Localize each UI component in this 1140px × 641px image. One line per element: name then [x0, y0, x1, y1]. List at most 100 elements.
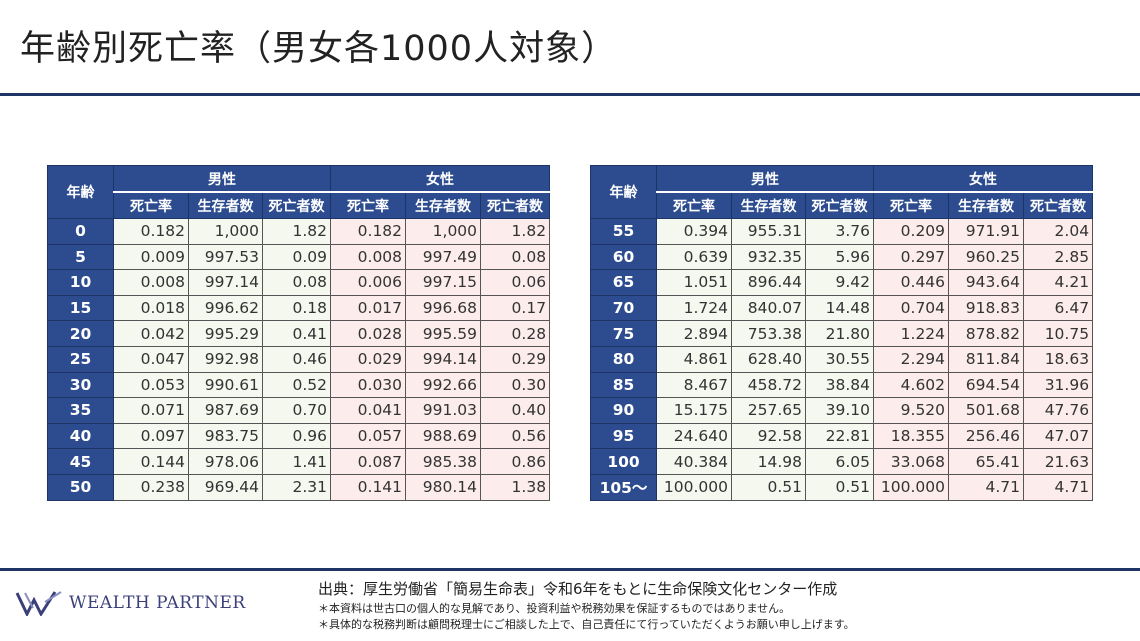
- female-cell: 0.141: [330, 473, 407, 501]
- header-male: 男性: [112, 165, 332, 193]
- male-cell: 5.96: [804, 243, 875, 271]
- table-row: 55 0.394 955.31 3.76 0.209 971.91 2.04: [590, 218, 1094, 245]
- male-cell: 0.009: [113, 243, 189, 271]
- female-cell: 0.087: [330, 448, 407, 475]
- source-citation: 出典：厚生労働省「簡易生命表」令和6年をもとに生命保険文化センター作成: [318, 580, 838, 598]
- logo-text: WEALTH PARTNER: [69, 593, 246, 613]
- wealth-partner-logo: WEALTH PARTNER: [15, 590, 246, 616]
- male-cell: 0.639: [656, 243, 732, 271]
- table-row: 105～ 100.000 0.51 0.51 100.000 4.71 4.71: [590, 473, 1094, 501]
- table-row: 0 0.182 1,000 1.82 0.182 1,000 1.82: [47, 218, 551, 245]
- table-row: 10 0.008 997.14 0.08 0.006 997.15 0.06: [47, 269, 551, 296]
- male-cell: 1.41: [261, 448, 332, 475]
- male-cell: 0.182: [113, 218, 189, 245]
- male-cell: 2.894: [656, 320, 732, 347]
- male-cell: 0.96: [261, 422, 332, 450]
- table-row: 85 8.467 458.72 38.84 4.602 694.54 31.96: [590, 371, 1094, 399]
- header-age: 年齢: [47, 165, 114, 219]
- female-cell: 0.08: [480, 243, 551, 271]
- column-header: 死亡率: [113, 191, 189, 219]
- table-row: 65 1.051 896.44 9.42 0.446 943.64 4.21: [590, 269, 1094, 296]
- male-cell: 628.40: [731, 345, 806, 373]
- female-cell: 0.40: [480, 397, 551, 424]
- female-cell: 0.17: [480, 294, 551, 322]
- female-cell: 995.59: [405, 320, 482, 347]
- male-cell: 983.75: [188, 422, 263, 450]
- male-cell: 458.72: [731, 371, 806, 399]
- footer-divider: [0, 568, 1140, 571]
- column-header: 死亡者数: [804, 191, 875, 219]
- age-cell: 30: [47, 371, 114, 399]
- male-cell: 0.51: [731, 473, 806, 501]
- female-cell: 33.068: [873, 448, 950, 475]
- mortality-table-ages-55-105: 年齢 男性 女性 死亡率 生存者数 死亡者数 死亡率 生存者数 死亡者数 55 0.394 955.3…: [590, 165, 1094, 501]
- female-cell: 0.704: [873, 294, 950, 322]
- male-cell: 996.62: [188, 294, 263, 322]
- male-cell: 987.69: [188, 397, 263, 424]
- female-cell: 0.446: [873, 269, 950, 296]
- column-header: 死亡者数: [1023, 191, 1094, 219]
- male-cell: 0.18: [261, 294, 332, 322]
- age-cell: 105～: [590, 473, 657, 501]
- female-cell: 2.294: [873, 345, 950, 373]
- female-cell: 4.71: [948, 473, 1025, 501]
- male-cell: 14.98: [731, 448, 806, 475]
- female-cell: 0.06: [480, 269, 551, 296]
- female-cell: 100.000: [873, 473, 950, 501]
- male-cell: 9.42: [804, 269, 875, 296]
- male-cell: 0.51: [804, 473, 875, 501]
- female-cell: 1,000: [405, 218, 482, 245]
- table-row: 70 1.724 840.07 14.48 0.704 918.83 6.47: [590, 294, 1094, 322]
- column-header: 死亡率: [656, 191, 732, 219]
- column-header: 生存者数: [731, 191, 806, 219]
- table-row: 60 0.639 932.35 5.96 0.297 960.25 2.85: [590, 243, 1094, 271]
- female-cell: 21.63: [1023, 448, 1094, 475]
- male-cell: 0.042: [113, 320, 189, 347]
- male-cell: 0.144: [113, 448, 189, 475]
- mortality-table-ages-0-50: 年齢 男性 女性 死亡率 生存者数 死亡者数 死亡率 生存者数 死亡者数 0 0.182 1,000 1…: [47, 165, 551, 501]
- table-row: 95 24.640 92.58 22.81 18.355 256.46 47.07: [590, 422, 1094, 450]
- female-cell: 47.76: [1023, 397, 1094, 424]
- male-cell: 21.80: [804, 320, 875, 347]
- female-cell: 18.63: [1023, 345, 1094, 373]
- male-cell: 995.29: [188, 320, 263, 347]
- male-cell: 0.008: [113, 269, 189, 296]
- table-row: 25 0.047 992.98 0.46 0.029 994.14 0.29: [47, 345, 551, 373]
- male-cell: 3.76: [804, 218, 875, 245]
- table-row: 15 0.018 996.62 0.18 0.017 996.68 0.17: [47, 294, 551, 322]
- male-cell: 30.55: [804, 345, 875, 373]
- female-cell: 811.84: [948, 345, 1025, 373]
- age-cell: 60: [590, 243, 657, 271]
- column-header: 死亡率: [873, 191, 950, 219]
- female-cell: 1.38: [480, 473, 551, 501]
- male-cell: 932.35: [731, 243, 806, 271]
- female-cell: 0.028: [330, 320, 407, 347]
- female-cell: 994.14: [405, 345, 482, 373]
- female-cell: 0.041: [330, 397, 407, 424]
- female-cell: 997.49: [405, 243, 482, 271]
- age-cell: 0: [47, 218, 114, 245]
- male-cell: 40.384: [656, 448, 732, 475]
- male-cell: 22.81: [804, 422, 875, 450]
- female-cell: 943.64: [948, 269, 1025, 296]
- age-cell: 80: [590, 345, 657, 373]
- table-row: 80 4.861 628.40 30.55 2.294 811.84 18.63: [590, 345, 1094, 373]
- female-cell: 0.56: [480, 422, 551, 450]
- female-cell: 256.46: [948, 422, 1025, 450]
- female-cell: 0.030: [330, 371, 407, 399]
- table-row: 20 0.042 995.29 0.41 0.028 995.59 0.28: [47, 320, 551, 347]
- male-cell: 0.52: [261, 371, 332, 399]
- male-cell: 997.53: [188, 243, 263, 271]
- female-cell: 2.04: [1023, 218, 1094, 245]
- female-cell: 10.75: [1023, 320, 1094, 347]
- female-cell: 0.297: [873, 243, 950, 271]
- male-cell: 2.31: [261, 473, 332, 501]
- female-cell: 996.68: [405, 294, 482, 322]
- female-cell: 960.25: [948, 243, 1025, 271]
- female-cell: 18.355: [873, 422, 950, 450]
- male-cell: 0.09: [261, 243, 332, 271]
- female-cell: 0.30: [480, 371, 551, 399]
- female-cell: 9.520: [873, 397, 950, 424]
- male-cell: 0.70: [261, 397, 332, 424]
- female-cell: 31.96: [1023, 371, 1094, 399]
